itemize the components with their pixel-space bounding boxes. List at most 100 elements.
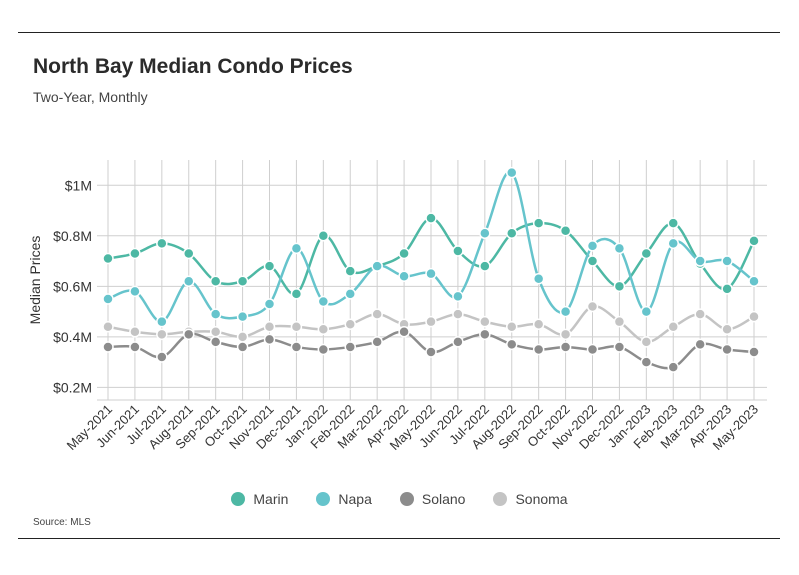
data-point-solano <box>640 356 653 368</box>
data-point-napa <box>183 275 195 288</box>
data-point-napa <box>425 267 437 280</box>
data-point-sonoma <box>317 323 330 336</box>
data-point-solano <box>317 343 330 356</box>
data-point-marin <box>640 247 653 260</box>
data-point-marin <box>452 245 464 257</box>
data-point-marin <box>559 224 572 237</box>
data-point-sonoma <box>263 320 276 333</box>
data-point-sonoma <box>452 308 464 320</box>
data-point-solano <box>371 336 383 348</box>
data-point-solano <box>236 341 249 353</box>
data-point-marin <box>398 247 410 260</box>
data-point-sonoma <box>371 308 383 320</box>
data-point-solano <box>479 328 491 341</box>
data-point-napa <box>209 308 222 320</box>
data-point-marin <box>102 252 114 265</box>
legend: Marin Napa Solano Sonoma <box>0 491 799 507</box>
source-note: Source: MLS <box>33 517 91 528</box>
data-point-napa <box>102 293 114 305</box>
data-point-solano <box>452 336 464 348</box>
data-point-napa <box>317 295 330 308</box>
y-tick-label: $0.8M <box>53 228 92 244</box>
data-point-sonoma <box>479 315 491 328</box>
data-point-sonoma <box>667 320 679 333</box>
data-point-marin <box>748 235 760 247</box>
data-point-marin <box>156 237 168 250</box>
data-point-solano <box>586 343 599 356</box>
data-point-napa <box>156 315 168 328</box>
data-point-solano <box>559 341 572 353</box>
data-point-napa <box>290 242 303 255</box>
legend-item-napa: Napa <box>316 491 372 507</box>
data-point-solano <box>532 343 545 356</box>
data-point-marin <box>721 283 733 295</box>
legend-item-sonoma: Sonoma <box>493 491 568 507</box>
data-point-napa <box>613 242 626 255</box>
data-point-marin <box>667 217 679 229</box>
data-point-sonoma <box>694 308 706 320</box>
y-tick-label: $1M <box>65 177 92 193</box>
legend-item-solano: Solano <box>399 491 466 507</box>
y-tick-label: $0.6M <box>53 278 92 294</box>
data-point-napa <box>452 290 464 303</box>
data-point-napa <box>506 166 518 179</box>
data-point-marin <box>263 260 276 272</box>
data-point-marin <box>425 212 437 224</box>
y-tick-label: $0.2M <box>53 379 92 395</box>
data-point-napa <box>532 272 545 285</box>
legend-label-solano: Solano <box>421 491 466 507</box>
data-point-sonoma <box>156 328 168 341</box>
data-point-solano <box>506 338 518 351</box>
y-axis-label: Median Prices <box>27 236 43 325</box>
data-point-sonoma <box>425 315 437 328</box>
data-point-sonoma <box>506 320 518 333</box>
legend-marker-marin <box>231 492 246 506</box>
data-point-napa <box>586 240 599 252</box>
data-point-marin <box>613 280 626 293</box>
data-point-marin <box>129 247 141 260</box>
data-point-napa <box>263 298 276 310</box>
data-point-napa <box>479 227 491 240</box>
data-point-solano <box>398 326 410 338</box>
legend-marker-napa <box>316 492 331 506</box>
y-tick-label: $0.4M <box>53 329 92 345</box>
series <box>102 166 760 373</box>
x-axis-ticks: May-2021Jun-2021Jul-2021Aug-2021Sep-2021… <box>64 402 761 453</box>
data-point-solano <box>613 341 626 353</box>
grid <box>97 160 767 401</box>
data-point-napa <box>236 310 249 323</box>
chart-subtitle: Two-Year, Monthly <box>33 89 148 105</box>
data-point-solano <box>156 351 168 363</box>
data-point-sonoma <box>721 323 733 336</box>
data-point-napa <box>640 305 653 318</box>
data-point-solano <box>344 341 356 353</box>
data-point-solano <box>721 343 733 356</box>
data-point-marin <box>183 247 195 260</box>
data-point-solano <box>748 346 760 358</box>
bottom-rule <box>18 538 780 539</box>
top-rule <box>18 32 780 33</box>
data-point-sonoma <box>344 318 356 330</box>
data-point-napa <box>694 255 706 267</box>
data-point-solano <box>183 328 195 341</box>
data-point-marin <box>290 288 303 300</box>
y-axis-ticks: $0.2M $0.4M $0.6M $0.8M $1M <box>53 177 92 395</box>
data-point-sonoma <box>290 320 303 333</box>
legend-label-sonoma: Sonoma <box>515 491 568 507</box>
data-point-marin <box>532 217 545 229</box>
data-point-napa <box>129 285 141 298</box>
chart-title: North Bay Median Condo Prices <box>33 55 353 78</box>
data-point-solano <box>694 338 706 351</box>
data-point-solano <box>263 333 276 346</box>
data-point-solano <box>290 341 303 353</box>
data-point-marin <box>317 230 330 242</box>
data-point-marin <box>506 227 518 240</box>
data-point-sonoma <box>613 315 626 328</box>
data-point-marin <box>479 260 491 272</box>
legend-marker-sonoma <box>493 492 508 506</box>
data-point-napa <box>559 305 572 318</box>
data-point-solano <box>425 346 437 358</box>
data-point-sonoma <box>559 328 572 341</box>
data-point-napa <box>344 288 356 300</box>
